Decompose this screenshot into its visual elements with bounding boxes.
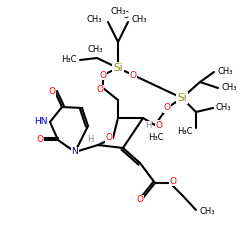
Text: H₃C: H₃C: [178, 126, 193, 136]
Text: CH₃: CH₃: [87, 46, 103, 54]
Text: Si: Si: [177, 93, 187, 103]
Text: CH₃: CH₃: [200, 208, 216, 216]
Text: O: O: [48, 88, 56, 96]
Text: CH₃: CH₃: [217, 68, 232, 76]
Text: Si: Si: [113, 63, 123, 73]
Text: CH₃: CH₃: [221, 84, 236, 92]
Text: O: O: [106, 134, 112, 142]
Text: H: H: [87, 136, 93, 144]
Text: O: O: [156, 120, 162, 130]
Text: O: O: [136, 196, 143, 204]
Text: C: C: [122, 12, 128, 20]
Text: O: O: [170, 176, 176, 186]
Text: O: O: [130, 70, 136, 80]
Text: O: O: [100, 70, 106, 80]
Text: H₃C: H₃C: [62, 56, 77, 64]
Text: O: O: [96, 86, 103, 94]
Text: O: O: [164, 104, 170, 112]
Text: CH₃: CH₃: [131, 16, 146, 24]
Text: O: O: [36, 136, 44, 144]
Text: N: N: [72, 148, 78, 156]
Text: CH₃: CH₃: [86, 16, 102, 24]
Text: H: H: [145, 122, 151, 130]
Text: CH₃: CH₃: [216, 104, 232, 112]
Text: HN: HN: [34, 118, 48, 126]
Text: H₃C: H₃C: [148, 134, 164, 142]
Text: CH₃: CH₃: [110, 8, 126, 16]
